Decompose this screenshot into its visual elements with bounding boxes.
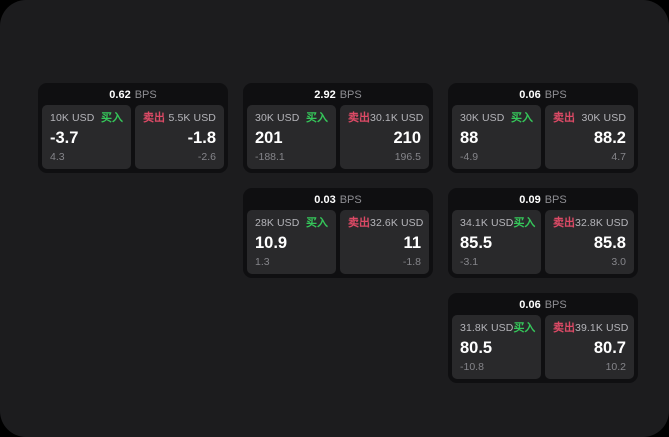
- sell-side-label: 卖出: [143, 112, 165, 124]
- sell-amount: 30K USD: [581, 112, 626, 124]
- sell-side-label: 卖出: [553, 217, 575, 229]
- quote-card: 0.09 BPS 34.1K USD 买入 85.5 -3.1 卖出 32.8K…: [448, 188, 638, 278]
- sell-quote-button[interactable]: 卖出 39.1K USD 80.7 10.2: [545, 315, 634, 379]
- buy-side-label: 买入: [513, 217, 536, 229]
- buy-price: 80.5: [460, 338, 493, 357]
- sell-quote-button[interactable]: 卖出 30K USD 88.2 4.7: [545, 105, 634, 169]
- buy-sub-value: -188.1: [255, 151, 285, 163]
- buy-sub-value: -3.1: [460, 256, 479, 268]
- buy-sub-value: 1.3: [255, 256, 270, 268]
- sell-quote-button[interactable]: 卖出 32.6K USD 11 -1.8: [340, 210, 429, 274]
- sell-sub-value: 196.5: [394, 151, 421, 163]
- sell-side-label: 卖出: [553, 112, 575, 124]
- sell-sub-value: 3.0: [611, 256, 626, 268]
- buy-quote-button[interactable]: 30K USD 买入 88 -4.9: [452, 105, 541, 169]
- buy-amount: 31.8K USD: [460, 322, 514, 334]
- spread-header: 0.03 BPS: [243, 188, 433, 209]
- bps-unit-label: BPS: [134, 89, 157, 101]
- buy-amount: 30K USD: [255, 112, 300, 124]
- sell-price: 210: [393, 128, 421, 147]
- sell-sub-value: -2.6: [197, 151, 216, 163]
- spread-value: 0.09: [519, 194, 541, 206]
- bps-unit-label: BPS: [544, 89, 567, 101]
- buy-price: 88: [460, 128, 479, 147]
- sell-price: 80.7: [593, 338, 626, 357]
- quote-card: 2.92 BPS 30K USD 买入 201 -188.1 卖出 30.1K …: [243, 83, 433, 173]
- buy-price: 10.9: [255, 233, 288, 252]
- quote-card: 0.06 BPS 30K USD 买入 88 -4.9 卖出 30K USD: [448, 83, 638, 173]
- buy-side-label: 买入: [306, 112, 328, 124]
- buy-amount: 34.1K USD: [460, 217, 514, 229]
- sell-quote-button[interactable]: 卖出 32.8K USD 85.8 3.0: [545, 210, 634, 274]
- sell-quote-button[interactable]: 卖出 5.5K USD -1.8 -2.6: [135, 105, 224, 169]
- sell-side-label: 卖出: [348, 112, 370, 124]
- buy-price: -3.7: [50, 128, 79, 147]
- buy-quote-button[interactable]: 34.1K USD 买入 85.5 -3.1: [452, 210, 541, 274]
- sell-quote-button[interactable]: 卖出 30.1K USD 210 196.5: [340, 105, 429, 169]
- buy-price: 85.5: [460, 233, 493, 252]
- sell-sub-value: 4.7: [611, 151, 626, 163]
- buy-quote-button[interactable]: 30K USD 买入 201 -188.1: [247, 105, 336, 169]
- buy-amount: 28K USD: [255, 217, 300, 229]
- quote-card: 0.06 BPS 31.8K USD 买入 80.5 -10.8 卖出 39.1…: [448, 293, 638, 383]
- sell-sub-value: -1.8: [402, 256, 421, 268]
- sell-amount: 32.8K USD: [575, 217, 629, 229]
- sell-amount: 30.1K USD: [370, 112, 424, 124]
- buy-side-label: 买入: [306, 217, 328, 229]
- spread-header: 0.06 BPS: [448, 293, 638, 314]
- bps-unit-label: BPS: [544, 194, 567, 206]
- buy-side-label: 买入: [511, 112, 533, 124]
- buy-side-label: 买入: [101, 112, 123, 124]
- bps-unit-label: BPS: [544, 299, 567, 311]
- buy-quote-button[interactable]: 10K USD 买入 -3.7 4.3: [42, 105, 131, 169]
- buy-amount: 30K USD: [460, 112, 505, 124]
- buy-price: 201: [255, 128, 283, 147]
- spread-value: 0.03: [314, 194, 336, 206]
- buy-quote-button[interactable]: 28K USD 买入 10.9 1.3: [247, 210, 336, 274]
- sell-side-label: 卖出: [553, 322, 575, 334]
- spread-value: 0.06: [519, 89, 541, 101]
- sell-amount: 39.1K USD: [575, 322, 629, 334]
- buy-quote-button[interactable]: 31.8K USD 买入 80.5 -10.8: [452, 315, 541, 379]
- sell-side-label: 卖出: [348, 217, 370, 229]
- buy-sub-value: 4.3: [50, 151, 65, 163]
- quote-card: 0.62 BPS 10K USD 买入 -3.7 4.3 卖出 5.5K USD: [38, 83, 228, 173]
- spread-header: 2.92 BPS: [243, 83, 433, 104]
- buy-sub-value: -4.9: [460, 151, 479, 163]
- sell-amount: 32.6K USD: [370, 217, 424, 229]
- spread-header: 0.62 BPS: [38, 83, 228, 104]
- spread-header: 0.06 BPS: [448, 83, 638, 104]
- sell-price: 11: [403, 233, 421, 252]
- buy-sub-value: -10.8: [460, 361, 484, 373]
- spread-header: 0.09 BPS: [448, 188, 638, 209]
- quote-card: 0.03 BPS 28K USD 买入 10.9 1.3 卖出 32.6K US…: [243, 188, 433, 278]
- spread-value: 0.06: [519, 299, 541, 311]
- sell-price: -1.8: [187, 128, 216, 147]
- bps-unit-label: BPS: [339, 89, 362, 101]
- bps-unit-label: BPS: [339, 194, 362, 206]
- buy-side-label: 买入: [513, 322, 536, 334]
- sell-sub-value: 10.2: [605, 361, 626, 373]
- sell-price: 88.2: [593, 128, 626, 147]
- sell-price: 85.8: [593, 233, 626, 252]
- spread-value: 0.62: [109, 89, 131, 101]
- sell-amount: 5.5K USD: [168, 112, 216, 124]
- spread-value: 2.92: [314, 89, 336, 101]
- quote-card-grid: 0.62 BPS 10K USD 买入 -3.7 4.3 卖出 5.5K USD: [38, 83, 638, 383]
- buy-amount: 10K USD: [50, 112, 95, 124]
